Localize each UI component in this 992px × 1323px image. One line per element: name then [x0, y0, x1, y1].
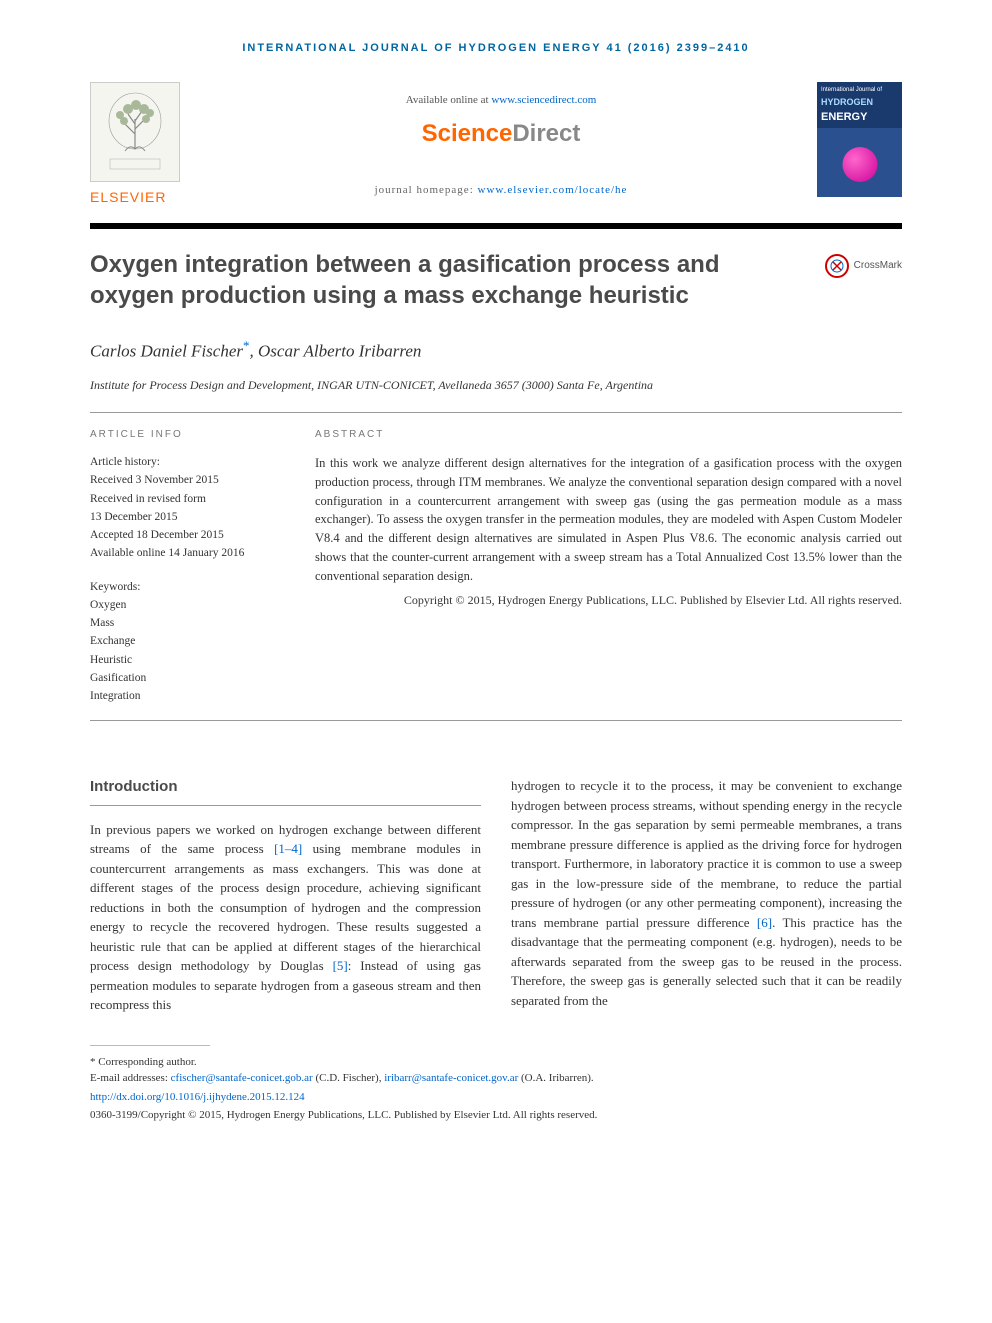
doi-link[interactable]: http://dx.doi.org/10.1016/j.ijhydene.201… [90, 1089, 902, 1106]
citation-link[interactable]: [5] [333, 958, 348, 973]
cover-subtitle: International Journal of [821, 86, 898, 95]
article-info-heading: ARTICLE INFO [90, 427, 285, 442]
issn-copyright: 0360-3199/Copyright © 2015, Hydrogen Ene… [90, 1107, 902, 1124]
info-rule-bottom [90, 720, 902, 721]
email-line: E-mail addresses: cfischer@santafe-conic… [90, 1070, 902, 1087]
text-run: using membrane modules in countercurrent… [90, 841, 481, 973]
center-masthead: Available online at www.sciencedirect.co… [185, 82, 817, 199]
homepage-link[interactable]: www.elsevier.com/locate/he [478, 184, 628, 196]
publisher-name: ELSEVIER [90, 187, 185, 208]
citation-link[interactable]: [1–4] [274, 841, 302, 856]
title-row: Oxygen integration between a gasificatio… [90, 249, 902, 311]
abstract-copyright: Copyright © 2015, Hydrogen Energy Public… [315, 591, 902, 609]
available-prefix: Available online at [406, 94, 492, 106]
author-2: , Oscar Alberto Iribarren [250, 342, 422, 361]
article-info-block: ARTICLE INFO Article history: Received 3… [90, 427, 285, 706]
homepage-line: journal homepage: www.elsevier.com/locat… [195, 182, 807, 199]
body-columns: Introduction In previous papers we worke… [90, 776, 902, 1015]
journal-cover-thumbnail: International Journal of HYDROGEN ENERGY [817, 82, 902, 197]
homepage-prefix: journal homepage: [375, 184, 478, 196]
intro-paragraph-1: In previous papers we worked on hydrogen… [90, 820, 481, 1015]
author-list: Carlos Daniel Fischer*, Oscar Alberto Ir… [90, 336, 902, 364]
cover-graphic [842, 147, 877, 182]
abstract-heading: ABSTRACT [315, 427, 902, 442]
email-label: E-mail addresses: [90, 1072, 171, 1084]
online-date: Available online 14 January 2016 [90, 545, 285, 562]
keywords-label: Keywords: [90, 579, 285, 596]
intro-paragraph-1-cont: hydrogen to recycle it to the process, i… [511, 776, 902, 1010]
citation-link[interactable]: [6] [757, 915, 772, 930]
keyword: Exchange [90, 633, 285, 650]
publisher-block: ELSEVIER [90, 82, 185, 208]
abstract-block: ABSTRACT In this work we analyze differe… [315, 427, 902, 706]
received-date: Received 3 November 2015 [90, 472, 285, 489]
crossmark-label: CrossMark [854, 258, 902, 273]
keyword: Integration [90, 688, 285, 705]
sd-logo-part1: Science [422, 120, 513, 147]
cover-title-hydrogen: HYDROGEN [821, 96, 898, 110]
available-online-text: Available online at www.sciencedirect.co… [195, 92, 807, 109]
email-name: (C.D. Fischer), [313, 1072, 385, 1084]
keywords-block: Keywords: Oxygen Mass Exchange Heuristic… [90, 579, 285, 706]
masthead: ELSEVIER Available online at www.science… [90, 82, 902, 208]
introduction-heading: Introduction [90, 776, 481, 806]
author-email-link[interactable]: iribarr@santafe-conicet.gov.ar [384, 1072, 518, 1084]
keyword: Oxygen [90, 597, 285, 614]
keyword: Gasification [90, 670, 285, 687]
corresponding-author-note: * Corresponding author. [90, 1054, 902, 1071]
author-1: Carlos Daniel Fischer [90, 342, 243, 361]
info-abstract-row: ARTICLE INFO Article history: Received 3… [90, 413, 902, 720]
footer-block: * Corresponding author. E-mail addresses… [90, 1054, 902, 1124]
email-name: (O.A. Iribarren). [518, 1072, 593, 1084]
crossmark-icon [825, 254, 849, 278]
history-label: Article history: [90, 454, 285, 471]
revised-label: Received in revised form [90, 491, 285, 508]
footer-separator [90, 1045, 210, 1046]
body-column-left: Introduction In previous papers we worke… [90, 776, 481, 1015]
affiliation: Institute for Process Design and Develop… [90, 376, 902, 394]
abstract-text: In this work we analyze different design… [315, 454, 902, 585]
accepted-date: Accepted 18 December 2015 [90, 527, 285, 544]
sciencedirect-link[interactable]: www.sciencedirect.com [491, 94, 596, 106]
text-run: hydrogen to recycle it to the process, i… [511, 778, 902, 930]
article-title: Oxygen integration between a gasificatio… [90, 249, 805, 311]
keyword: Mass [90, 615, 285, 632]
revised-date: 13 December 2015 [90, 509, 285, 526]
keyword: Heuristic [90, 652, 285, 669]
cover-title-energy: ENERGY [821, 109, 898, 126]
body-column-right: hydrogen to recycle it to the process, i… [511, 776, 902, 1015]
author-email-link[interactable]: cfischer@santafe-conicet.gob.ar [171, 1072, 313, 1084]
crossmark-badge[interactable]: CrossMark [825, 254, 902, 278]
title-rule [90, 223, 902, 229]
sciencedirect-logo: ScienceDirect [195, 116, 807, 152]
sd-logo-part2: Direct [512, 120, 580, 147]
journal-citation-header: INTERNATIONAL JOURNAL OF HYDROGEN ENERGY… [90, 40, 902, 57]
elsevier-tree-logo [90, 82, 180, 182]
